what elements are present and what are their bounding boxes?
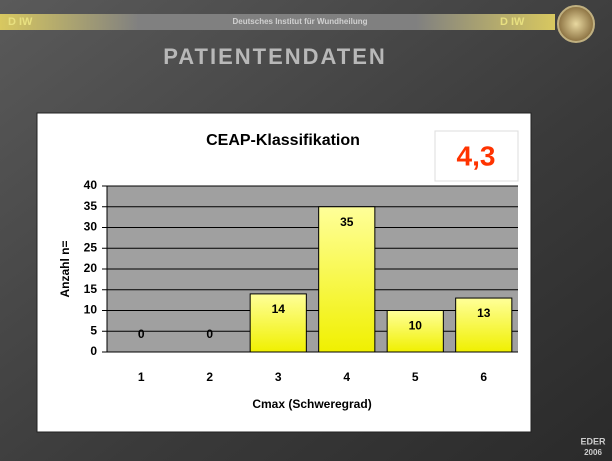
data-label: 0 <box>138 327 145 341</box>
y-tick-label: 0 <box>90 344 97 358</box>
annotation: 4,3 <box>457 140 496 171</box>
y-tick-label: 10 <box>84 303 98 317</box>
data-label: 0 <box>206 327 213 341</box>
bar <box>318 206 376 353</box>
banner <box>0 14 555 30</box>
logo <box>557 5 595 43</box>
data-label: 13 <box>477 306 491 320</box>
data-label: 14 <box>272 302 286 316</box>
x-tick-label: 1 <box>138 370 145 384</box>
y-tick-label: 5 <box>90 323 97 337</box>
footer-author: EDER <box>580 436 606 446</box>
banner-logo-right: D IW <box>500 16 525 28</box>
y-tick-label: 40 <box>84 178 98 192</box>
x-axis-label: Cmax (Schweregrad) <box>252 397 371 411</box>
x-tick-label: 4 <box>343 370 350 384</box>
y-tick-label: 30 <box>84 220 98 234</box>
footer-year: 2006 <box>584 448 602 457</box>
x-tick-label: 2 <box>206 370 213 384</box>
bar <box>386 310 444 353</box>
annotation-box <box>434 130 519 182</box>
bar <box>455 297 513 353</box>
slide-title: PATIENTENDATEN <box>163 44 387 69</box>
x-tick-label: 3 <box>275 370 282 384</box>
bar <box>249 293 307 353</box>
x-tick-label: 6 <box>480 370 487 384</box>
y-tick-label: 35 <box>84 199 98 213</box>
data-label: 35 <box>340 215 354 229</box>
x-tick-label: 5 <box>412 370 419 384</box>
banner-logo-left: D IW <box>8 16 33 28</box>
y-tick-label: 15 <box>84 282 98 296</box>
data-label: 10 <box>409 319 423 333</box>
y-axis-label: Anzahl n= <box>58 240 72 297</box>
chart-title: CEAP-Klassifikation <box>206 132 360 149</box>
banner-institute: Deutsches Institut für Wundheilung <box>233 17 368 26</box>
y-tick-label: 25 <box>84 240 98 254</box>
y-tick-label: 20 <box>84 261 98 275</box>
